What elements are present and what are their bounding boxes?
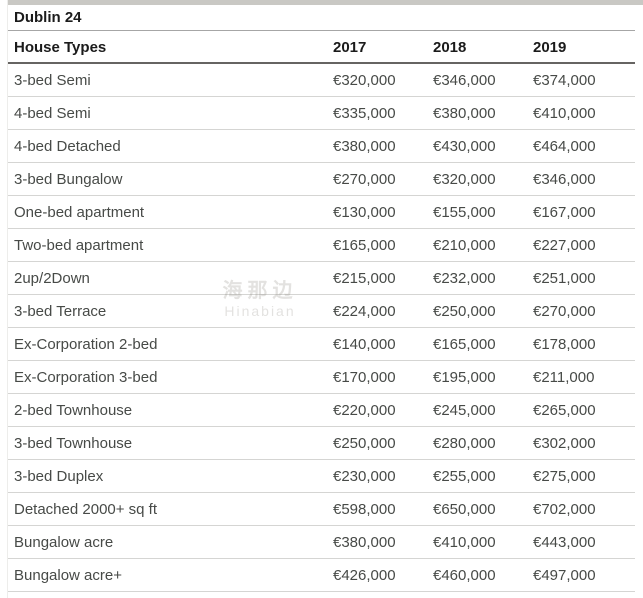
cell-price-2017: €165,000 (333, 237, 396, 254)
cell-price-2017: €270,000 (333, 171, 396, 188)
cell-price-2017: €220,000 (333, 402, 396, 419)
top-divider (8, 0, 643, 5)
cell-house-type: One-bed apartment (14, 204, 145, 221)
cell-price-2018: €650,000 (433, 501, 496, 518)
table-row: 4-bed Semi €335,000 €380,000 €410,000 (8, 97, 635, 130)
table-body: 3-bed Semi €320,000 €346,000 €374,000 4-bed … (8, 64, 635, 592)
left-edge-divider (7, 0, 8, 598)
cell-price-2019: €227,000 (533, 237, 596, 254)
cell-price-2017: €250,000 (333, 435, 396, 452)
cell-price-2018: €460,000 (433, 567, 496, 584)
cell-house-type: 4-bed Detached (14, 138, 121, 155)
cell-house-type: Ex-Corporation 2-bed (14, 336, 158, 353)
cell-house-type: 2up/2Down (14, 270, 90, 287)
cell-price-2019: €302,000 (533, 435, 596, 452)
cell-price-2018: €232,000 (433, 270, 496, 287)
cell-price-2017: €380,000 (333, 534, 396, 551)
cell-price-2017: €320,000 (333, 72, 396, 89)
cell-price-2019: €410,000 (533, 105, 596, 122)
table-row: Ex-Corporation 3-bed €170,000 €195,000 €211… (8, 361, 635, 394)
table-row: 3-bed Townhouse €250,000 €280,000 €302,000 (8, 427, 635, 460)
table-row: 3-bed Duplex €230,000 €255,000 €275,000 (8, 460, 635, 493)
cell-price-2017: €224,000 (333, 303, 396, 320)
cell-house-type: 3-bed Terrace (14, 303, 107, 320)
cell-house-type: 3-bed Bungalow (14, 171, 123, 188)
cell-price-2018: €255,000 (433, 468, 496, 485)
cell-price-2019: €251,000 (533, 270, 596, 287)
cell-price-2017: €426,000 (333, 567, 396, 584)
cell-price-2018: €430,000 (433, 138, 496, 155)
cell-price-2017: €598,000 (333, 501, 396, 518)
table-row: 3-bed Bungalow €270,000 €320,000 €346,000 (8, 163, 635, 196)
cell-house-type: Detached 2000+ sq ft (14, 501, 158, 518)
cell-house-type: 3-bed Duplex (14, 468, 104, 485)
column-header-2019: 2019 (533, 39, 567, 56)
cell-price-2018: €195,000 (433, 369, 496, 386)
cell-price-2019: €464,000 (533, 138, 596, 155)
table-row: 3-bed Semi €320,000 €346,000 €374,000 (8, 64, 635, 97)
cell-price-2019: €346,000 (533, 171, 596, 188)
cell-house-type: 3-bed Townhouse (14, 435, 133, 452)
cell-price-2017: €215,000 (333, 270, 396, 287)
cell-price-2018: €380,000 (433, 105, 496, 122)
table-title: Dublin 24 (8, 5, 635, 31)
table-row: 2up/2Down €215,000 €232,000 €251,000 (8, 262, 635, 295)
price-table-container: Dublin 24 House Types 2017 2018 2019 3-b… (8, 5, 635, 592)
cell-price-2018: €410,000 (433, 534, 496, 551)
column-header-house-types: House Types (14, 39, 107, 56)
cell-house-type: 3-bed Semi (14, 72, 91, 89)
table-row: Detached 2000+ sq ft €598,000 €650,000 €702… (8, 493, 635, 526)
table-row: 2-bed Townhouse €220,000 €245,000 €265,000 (8, 394, 635, 427)
cell-price-2019: €265,000 (533, 402, 596, 419)
column-header-2018: 2018 (433, 39, 467, 56)
cell-price-2019: €702,000 (533, 501, 596, 518)
cell-price-2018: €280,000 (433, 435, 496, 452)
cell-price-2017: €170,000 (333, 369, 396, 386)
cell-price-2019: €497,000 (533, 567, 596, 584)
table-row: Bungalow acre €380,000 €410,000 €443,000 (8, 526, 635, 559)
cell-house-type: 4-bed Semi (14, 105, 91, 122)
cell-price-2017: €380,000 (333, 138, 396, 155)
cell-house-type: Bungalow acre (14, 534, 114, 551)
cell-price-2017: €335,000 (333, 105, 396, 122)
table-row: One-bed apartment €130,000 €155,000 €167,00… (8, 196, 635, 229)
table-header-row: House Types 2017 2018 2019 (8, 31, 635, 64)
cell-price-2019: €178,000 (533, 336, 596, 353)
cell-house-type: 2-bed Townhouse (14, 402, 133, 419)
cell-price-2019: €211,000 (533, 369, 595, 386)
cell-house-type: Bungalow acre+ (14, 567, 122, 584)
table-row: Two-bed apartment €165,000 €210,000 €227,00… (8, 229, 635, 262)
cell-price-2019: €275,000 (533, 468, 596, 485)
cell-price-2018: €165,000 (433, 336, 496, 353)
cell-price-2018: €155,000 (433, 204, 496, 221)
table-row: Ex-Corporation 2-bed €140,000 €165,000 €178… (8, 328, 635, 361)
cell-price-2019: €167,000 (533, 204, 596, 221)
cell-price-2017: €230,000 (333, 468, 396, 485)
column-header-2017: 2017 (333, 39, 367, 56)
cell-price-2018: €245,000 (433, 402, 496, 419)
table-row: Bungalow acre+ €426,000 €460,000 €497,000 (8, 559, 635, 592)
cell-price-2019: €443,000 (533, 534, 596, 551)
cell-price-2017: €130,000 (333, 204, 396, 221)
cell-price-2018: €346,000 (433, 72, 496, 89)
cell-price-2017: €140,000 (333, 336, 396, 353)
table-row: 4-bed Detached €380,000 €430,000 €464,000 (8, 130, 635, 163)
cell-price-2019: €270,000 (533, 303, 596, 320)
cell-price-2019: €374,000 (533, 72, 596, 89)
cell-price-2018: €320,000 (433, 171, 496, 188)
table-row: 3-bed Terrace €224,000 €250,000 €270,000 (8, 295, 635, 328)
cell-price-2018: €210,000 (433, 237, 496, 254)
cell-house-type: Ex-Corporation 3-bed (14, 369, 158, 386)
cell-price-2018: €250,000 (433, 303, 496, 320)
cell-house-type: Two-bed apartment (14, 237, 144, 254)
